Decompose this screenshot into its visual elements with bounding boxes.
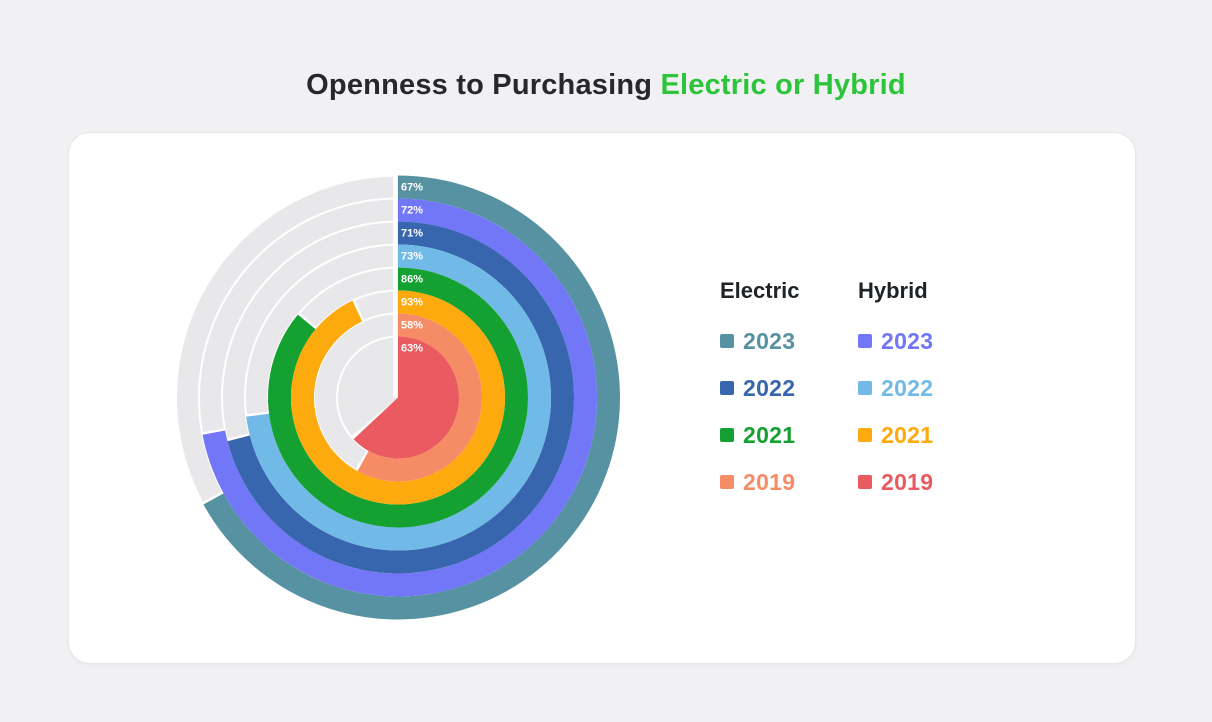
page-title-highlight: Electric or Hybrid bbox=[660, 69, 906, 102]
legend-year-label: 2019 bbox=[881, 468, 934, 495]
ring-label-hybrid-2019: 63% bbox=[401, 343, 423, 355]
page-title-prefix: Openness to Purchasing bbox=[306, 69, 661, 102]
ring-arc-hybrid-2019 bbox=[353, 336, 459, 459]
ring-track-hybrid-2022 bbox=[246, 245, 398, 414]
ring-label-electric-2019: 58% bbox=[401, 320, 423, 332]
ring-track-hybrid-2023 bbox=[200, 199, 398, 433]
legend-swatch-icon bbox=[720, 334, 734, 348]
legend-year-label: 2022 bbox=[743, 374, 796, 401]
legend-item-hybrid-2021: 2021 bbox=[858, 421, 996, 448]
legend-swatch-icon bbox=[720, 428, 734, 442]
ring-track-hybrid-2021 bbox=[355, 291, 398, 320]
legend-item-electric-2021: 2021 bbox=[720, 421, 858, 448]
ring-label-hybrid-2023: 72% bbox=[401, 205, 423, 217]
chart-legend: Electric 2023 2022 2021 2019 Hybrid 2023 2022 20… bbox=[720, 279, 996, 517]
start-divider-line bbox=[393, 175, 398, 398]
ring-track-electric-2023 bbox=[176, 176, 398, 502]
ring-label-electric-2022: 71% bbox=[401, 228, 423, 240]
legend-column-hybrid: Hybrid 2023 2022 2021 2019 bbox=[858, 279, 996, 517]
legend-item-electric-2023: 2023 bbox=[720, 327, 858, 354]
ring-track-hybrid-2019 bbox=[337, 337, 398, 436]
legend-item-electric-2019: 2019 bbox=[720, 468, 858, 495]
legend-year-label: 2023 bbox=[881, 327, 934, 354]
legend-year-label: 2022 bbox=[881, 374, 934, 401]
ring-arc-electric-2019 bbox=[357, 313, 482, 482]
legend-header-electric: Electric bbox=[720, 278, 800, 303]
legend-swatch-icon bbox=[720, 381, 734, 395]
legend-swatch-icon bbox=[858, 381, 872, 395]
legend-swatch-icon bbox=[858, 428, 872, 442]
legend-year-label: 2023 bbox=[743, 327, 796, 354]
legend-year-label: 2021 bbox=[881, 421, 934, 448]
page-title: Openness to Purchasing Electric or Hybri… bbox=[0, 69, 1212, 102]
legend-item-hybrid-2023: 2023 bbox=[858, 327, 996, 354]
ring-label-hybrid-2022: 73% bbox=[401, 251, 423, 263]
ring-track-electric-2022 bbox=[223, 222, 398, 439]
legend-year-label: 2019 bbox=[743, 468, 796, 495]
legend-item-hybrid-2019: 2019 bbox=[858, 468, 996, 495]
legend-item-electric-2022: 2022 bbox=[720, 374, 858, 401]
ring-label-hybrid-2021: 93% bbox=[401, 297, 423, 309]
legend-header-hybrid: Hybrid bbox=[858, 278, 928, 303]
ring-label-electric-2023: 67% bbox=[401, 182, 423, 194]
legend-swatch-icon bbox=[858, 475, 872, 489]
ring-label-electric-2021: 86% bbox=[401, 274, 423, 286]
legend-column-electric: Electric 2023 2022 2021 2019 bbox=[720, 279, 858, 517]
legend-swatch-icon bbox=[720, 475, 734, 489]
legend-swatch-icon bbox=[858, 334, 872, 348]
legend-year-label: 2021 bbox=[743, 421, 796, 448]
ring-track-electric-2019 bbox=[315, 314, 398, 469]
ring-track-electric-2021 bbox=[300, 268, 398, 327]
legend-item-hybrid-2022: 2022 bbox=[858, 374, 996, 401]
radial-bar-chart: 67% 72% 71% 73% 86% 93% 58% 63% bbox=[176, 175, 621, 620]
